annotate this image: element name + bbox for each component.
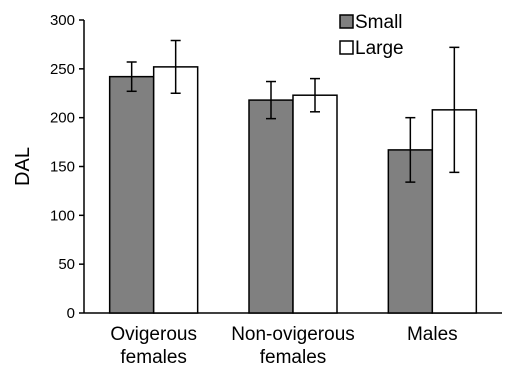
y-tick-label: 250 <box>50 61 75 78</box>
category-label: Ovigerous <box>110 324 197 345</box>
bar-small-1 <box>248 99 294 314</box>
legend-swatch-small <box>339 14 354 29</box>
legend-label-large: Large <box>355 38 404 59</box>
category-label: females <box>260 347 327 368</box>
y-tick-label: 0 <box>67 305 75 322</box>
y-tick-label: 100 <box>50 207 75 224</box>
bars <box>108 66 478 314</box>
bar-large-0 <box>152 66 199 314</box>
bar-large-1 <box>292 94 338 314</box>
axis-labels: DALOvigerousfemalesNon-ovigerousfemalesM… <box>12 147 458 368</box>
category-label: females <box>120 347 187 368</box>
legend-swatch-large <box>339 40 354 55</box>
y-tick-label: 200 <box>50 110 75 127</box>
y-tick-label: 300 <box>50 12 75 29</box>
category-label: Non-ovigerous <box>231 324 355 345</box>
legend: Small Large <box>339 12 404 59</box>
error-bars <box>126 39 460 183</box>
y-tick-label: 50 <box>58 256 75 273</box>
bar-small-0 <box>108 75 155 314</box>
y-tick-label: 150 <box>50 159 75 176</box>
legend-label-small: Small <box>355 12 403 33</box>
category-label: Males <box>407 324 458 345</box>
y-axis-title: DAL <box>12 147 34 186</box>
